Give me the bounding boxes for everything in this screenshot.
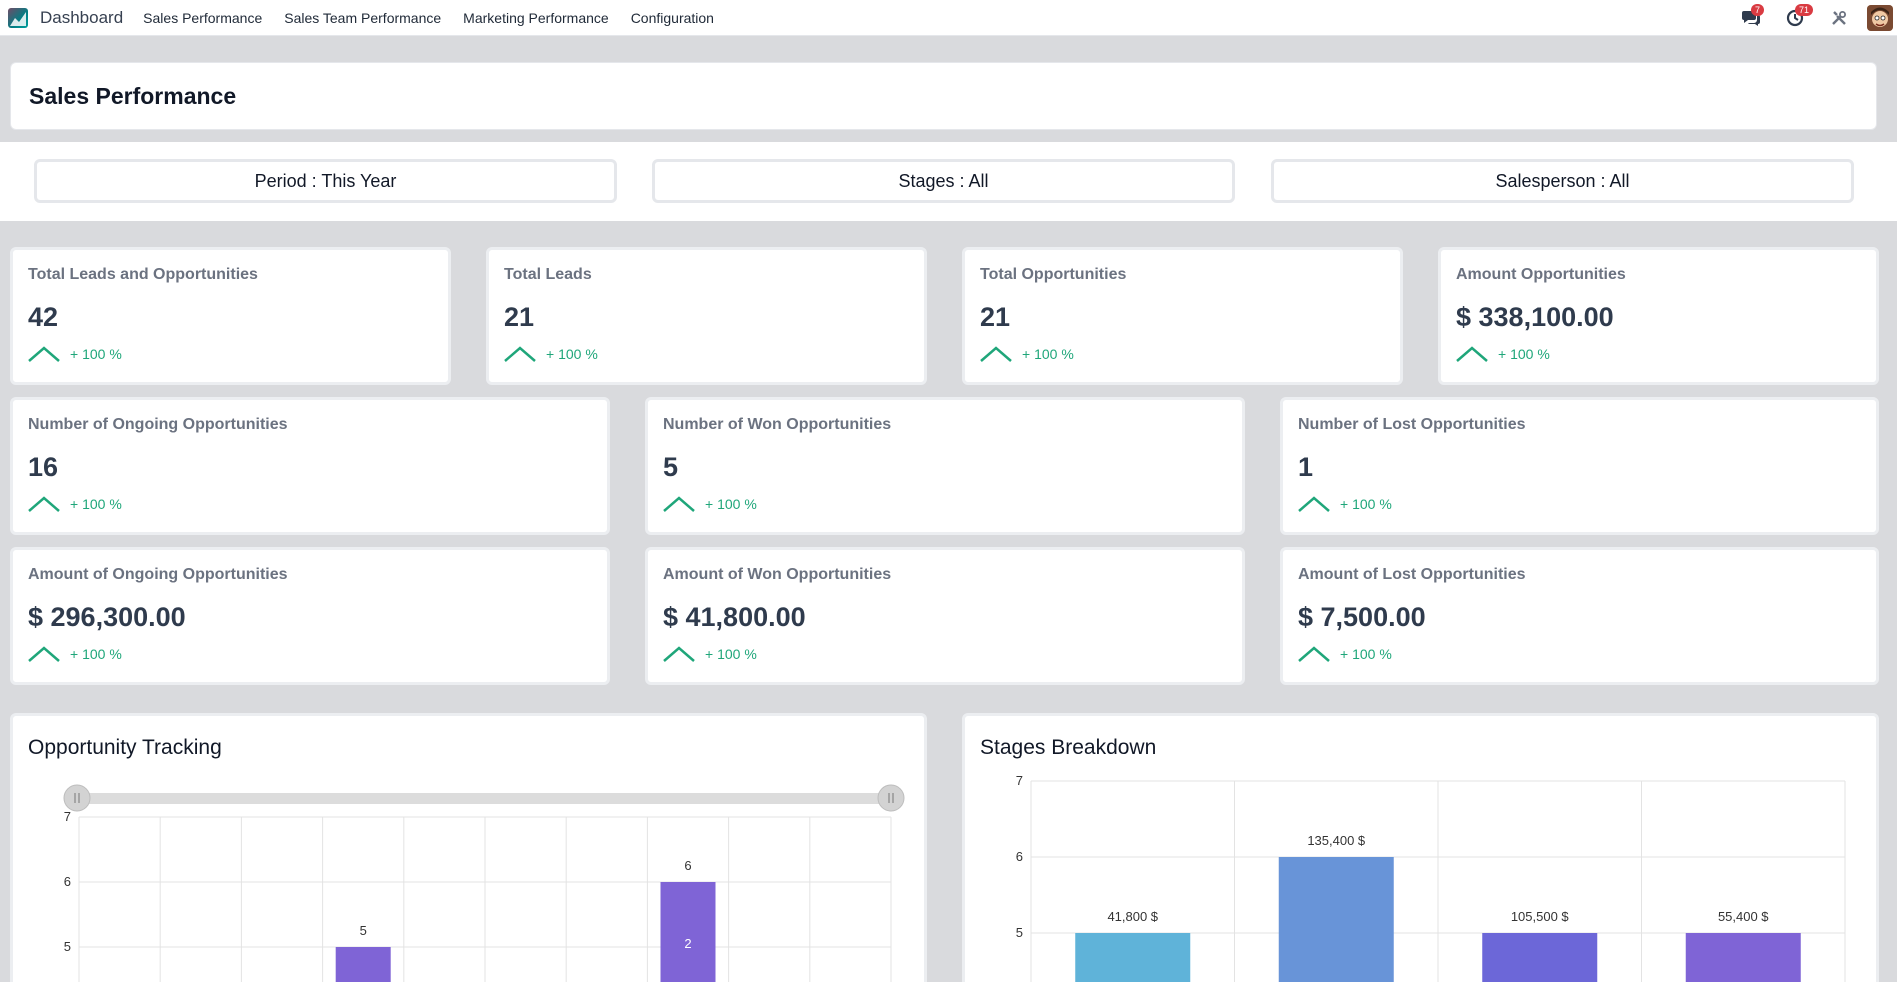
range-slider-end-handle	[877, 784, 905, 812]
user-avatar[interactable]	[1867, 5, 1893, 31]
opportunity-tracking-panel: Opportunity Tracking 5 6 7 5 6 2	[10, 713, 927, 982]
trend-up-icon	[663, 496, 695, 512]
kpi-value: 5	[663, 452, 679, 482]
kpi-card-ongoing-opportunities[interactable]: Number of Ongoing Opportunities 16 + 100…	[10, 397, 610, 535]
kpi-label: Number of Won Opportunities	[663, 416, 892, 433]
opportunity-tracking-chart: 5 6 7 5 6 2	[63, 784, 905, 982]
kpi-label: Total Leads	[504, 266, 592, 283]
kpi-trend: + 100 %	[1340, 496, 1392, 512]
kpi-label: Amount of Lost Opportunities	[1298, 566, 1526, 583]
stage-bar	[1482, 933, 1598, 982]
app-brand[interactable]: Dashboard	[40, 7, 124, 27]
kpi-trend: + 100 %	[546, 346, 598, 362]
kpi-label: Amount Opportunities	[1456, 266, 1626, 283]
kpi-value: 42	[28, 302, 59, 332]
bar-value-label: 5	[360, 923, 367, 938]
kpi-value: $ 41,800.00	[663, 602, 806, 632]
messages-icon[interactable]: 7	[1737, 4, 1765, 32]
bar-inner-label: 2	[684, 936, 691, 951]
kpi-card-lost-opportunities[interactable]: Number of Lost Opportunities 1 + 100 %	[1280, 397, 1879, 535]
range-slider-track	[77, 793, 891, 804]
kpi-label: Amount of Ongoing Opportunities	[28, 566, 288, 583]
navbar-systray: 7 71	[1721, 0, 1897, 36]
kpi-card-total-opportunities[interactable]: Total Opportunities 21 + 100 %	[962, 247, 1403, 385]
kpi-trend: + 100 %	[1340, 646, 1392, 662]
y-tick-label: 7	[64, 809, 71, 824]
bar-value-label: 41,800 $	[1107, 909, 1158, 924]
stage-bar	[1685, 933, 1801, 982]
chart-title: Opportunity Tracking	[28, 736, 222, 759]
kpi-trend: + 100 %	[705, 496, 757, 512]
kpi-value: 1	[1298, 452, 1314, 482]
stage-bar	[1075, 933, 1191, 982]
range-slider-start-handle	[63, 784, 91, 812]
kpi-card-amount-lost[interactable]: Amount of Lost Opportunities $ 7,500.00 …	[1280, 547, 1879, 685]
kpi-label: Total Opportunities	[980, 266, 1127, 283]
trend-up-icon	[28, 646, 60, 662]
kpi-label: Amount of Won Opportunities	[663, 566, 892, 583]
kpi-label: Total Leads and Opportunities	[28, 266, 258, 283]
stages-breakdown-chart: 5 6 7 41,800 $ 135,400 $ 105,500 $ 55,400 $	[1016, 773, 1846, 982]
kpi-value: $ 296,300.00	[28, 602, 186, 632]
stages-breakdown-panel: Stages Breakdown 5 6 7 41,800 $ 135,400 $ 105…	[962, 713, 1879, 982]
kpi-trend: + 100 %	[70, 496, 122, 512]
menu-sales-performance[interactable]: Sales Performance	[143, 9, 263, 26]
kpi-trend: + 100 %	[1022, 346, 1074, 362]
bar-value-label: 135,400 $	[1307, 833, 1366, 848]
menu-configuration[interactable]: Configuration	[630, 9, 714, 26]
opportunity-bar	[335, 947, 391, 982]
stage-bar	[1278, 857, 1394, 982]
stages-filter[interactable]: Stages : All	[652, 159, 1235, 203]
kpi-trend: + 100 %	[70, 646, 122, 662]
kpi-card-amount-opportunities[interactable]: Amount Opportunities $ 338,100.00 + 100 …	[1438, 247, 1879, 385]
kpi-trend: + 100 %	[70, 346, 122, 362]
trend-up-icon	[980, 346, 1012, 362]
opportunity-bar	[660, 882, 716, 982]
menu-marketing-performance[interactable]: Marketing Performance	[463, 9, 609, 26]
kpi-value: $ 7,500.00	[1298, 602, 1426, 632]
filter-bar: Period : This Year Stages : All Salesper…	[0, 142, 1897, 221]
trend-up-icon	[1298, 646, 1330, 662]
trend-up-icon	[28, 346, 60, 362]
bar-value-label: 55,400 $	[1718, 909, 1769, 924]
trend-up-icon	[1298, 496, 1330, 512]
y-tick-label: 5	[64, 939, 71, 954]
kpi-value: 16	[28, 452, 59, 482]
menu-sales-team-performance[interactable]: Sales Team Performance	[284, 9, 442, 26]
kpi-trend: + 100 %	[1498, 346, 1550, 362]
kpi-label: Number of Lost Opportunities	[1298, 416, 1526, 433]
kpi-card-amount-won[interactable]: Amount of Won Opportunities $ 41,800.00 …	[645, 547, 1245, 685]
trend-up-icon	[504, 346, 536, 362]
activities-badge: 71	[1795, 4, 1814, 16]
top-navbar: Dashboard Sales Performance Sales Team P…	[0, 0, 1897, 36]
kpi-value: 21	[504, 302, 535, 332]
trend-up-icon	[1456, 346, 1488, 362]
kpi-label: Number of Ongoing Opportunities	[28, 416, 288, 433]
kpi-trend: + 100 %	[705, 646, 757, 662]
activities-clock-icon[interactable]: 71	[1781, 4, 1814, 32]
kpi-value: $ 338,100.00	[1456, 302, 1614, 332]
bar-value-label: 6	[684, 858, 691, 873]
kpi-card-total-leads[interactable]: Total Leads 21 + 100 %	[486, 247, 927, 385]
kpi-value: 21	[980, 302, 1011, 332]
trend-up-icon	[28, 496, 60, 512]
y-tick-label: 5	[1016, 925, 1023, 940]
kpi-card-amount-ongoing[interactable]: Amount of Ongoing Opportunities $ 296,30…	[10, 547, 610, 685]
debug-tools-icon[interactable]	[1825, 4, 1853, 32]
kpi-card-total-leads-opportunities[interactable]: Total Leads and Opportunities 42 + 100 %	[10, 247, 451, 385]
bar-value-label: 105,500 $	[1511, 909, 1570, 924]
messages-badge: 7	[1751, 4, 1765, 16]
y-tick-label: 6	[1016, 849, 1023, 864]
kpi-card-won-opportunities[interactable]: Number of Won Opportunities 5 + 100 %	[645, 397, 1245, 535]
dashboard-app-icon[interactable]	[8, 7, 28, 28]
y-tick-label: 6	[64, 874, 71, 889]
salesperson-filter[interactable]: Salesperson : All	[1271, 159, 1854, 203]
page-title: Sales Performance	[29, 82, 237, 109]
page-header: Sales Performance	[10, 62, 1877, 130]
y-tick-label: 7	[1016, 773, 1023, 788]
period-filter[interactable]: Period : This Year	[34, 159, 617, 203]
trend-up-icon	[663, 646, 695, 662]
chart-title: Stages Breakdown	[980, 736, 1157, 759]
